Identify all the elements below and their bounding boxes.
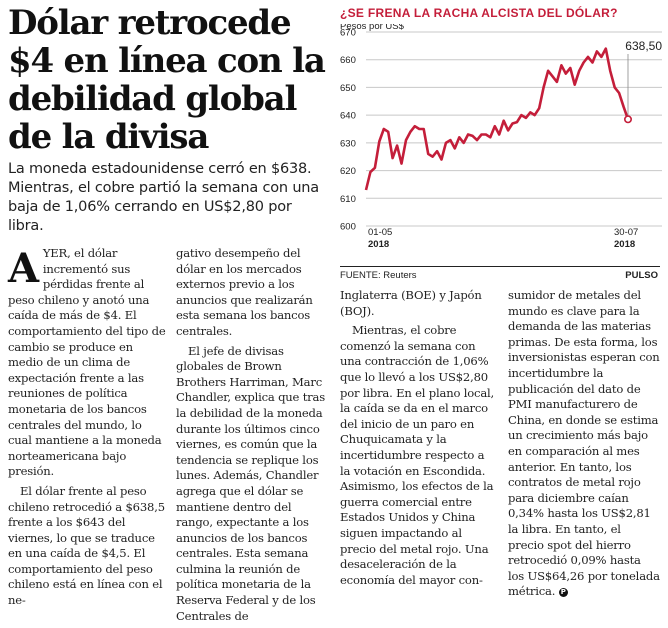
article-column-4: sumidor de metales del mundo es clave pa… [508, 288, 660, 604]
article-column-2: gativo desempeño del dólar en los mercad… [176, 246, 326, 628]
headline: Dólar retrocede $4 en línea con la debil… [8, 3, 326, 157]
article-column-3: Inglaterra (BOE) y Japón (BOJ). Mientras… [340, 288, 498, 592]
x-tick-year: 2018 [614, 239, 635, 250]
paragraph-7: sumidor de metales del mundo es clave pa… [508, 288, 660, 600]
paragraph-2: El dólar frente al peso chileno retroced… [8, 483, 165, 608]
x-tick-label: 30-07 [614, 227, 638, 238]
y-tick-label: 620 [340, 166, 356, 177]
paragraph-1: A YER, el dólar incrementó sus pérdidas f… [8, 246, 166, 480]
source-divider [340, 266, 660, 267]
paragraph-6: Mientras, el cobre comenzó la semana con… [340, 323, 495, 587]
end-point-marker [623, 115, 632, 124]
chart-source: FUENTE: Reuters [340, 270, 417, 281]
x-tick-year: 2018 [368, 239, 389, 250]
chart-title: ¿SE FRENA LA RACHA ALCISTA DEL DÓLAR? [340, 6, 618, 20]
y-tick-label: 660 [340, 55, 356, 66]
x-tick-label: 01-05 [368, 227, 392, 238]
y-tick-label: 600 [340, 222, 356, 233]
paragraph-5: Inglaterra (BOE) y Japón (BOJ). [340, 288, 482, 318]
paragraph-3: gativo desempeño del dólar en los mercad… [176, 246, 313, 338]
line-chart: Pesos por US$ 600 610 620 630 640 650 660 670 01-… [340, 24, 662, 250]
end-value-label: 638,50 [625, 39, 662, 53]
drop-cap: A [8, 245, 39, 292]
paragraph-1-text: YER, el dólar incrementó sus pérdidas fr… [8, 246, 166, 479]
y-tick-label: 630 [340, 138, 356, 149]
article-column-1: A YER, el dólar incrementó sus pérdidas f… [8, 246, 166, 613]
series-line [364, 47, 630, 191]
end-mark-icon: P [558, 587, 568, 597]
y-tick-label: 650 [340, 83, 356, 94]
y-tick-label: 610 [340, 194, 356, 205]
y-tick-label: 670 [340, 28, 356, 39]
paragraph-7-text: sumidor de metales del mundo es clave pa… [508, 288, 660, 599]
y-axis-label: Pesos por US$ [340, 24, 405, 32]
y-tick-label: 640 [340, 111, 356, 122]
paragraph-4: El jefe de divisas globales de Brown Bro… [176, 343, 325, 623]
publication-brand: PULSO [625, 270, 658, 281]
subheadline: La moneda estadounidense cerró en $638. … [8, 161, 319, 234]
